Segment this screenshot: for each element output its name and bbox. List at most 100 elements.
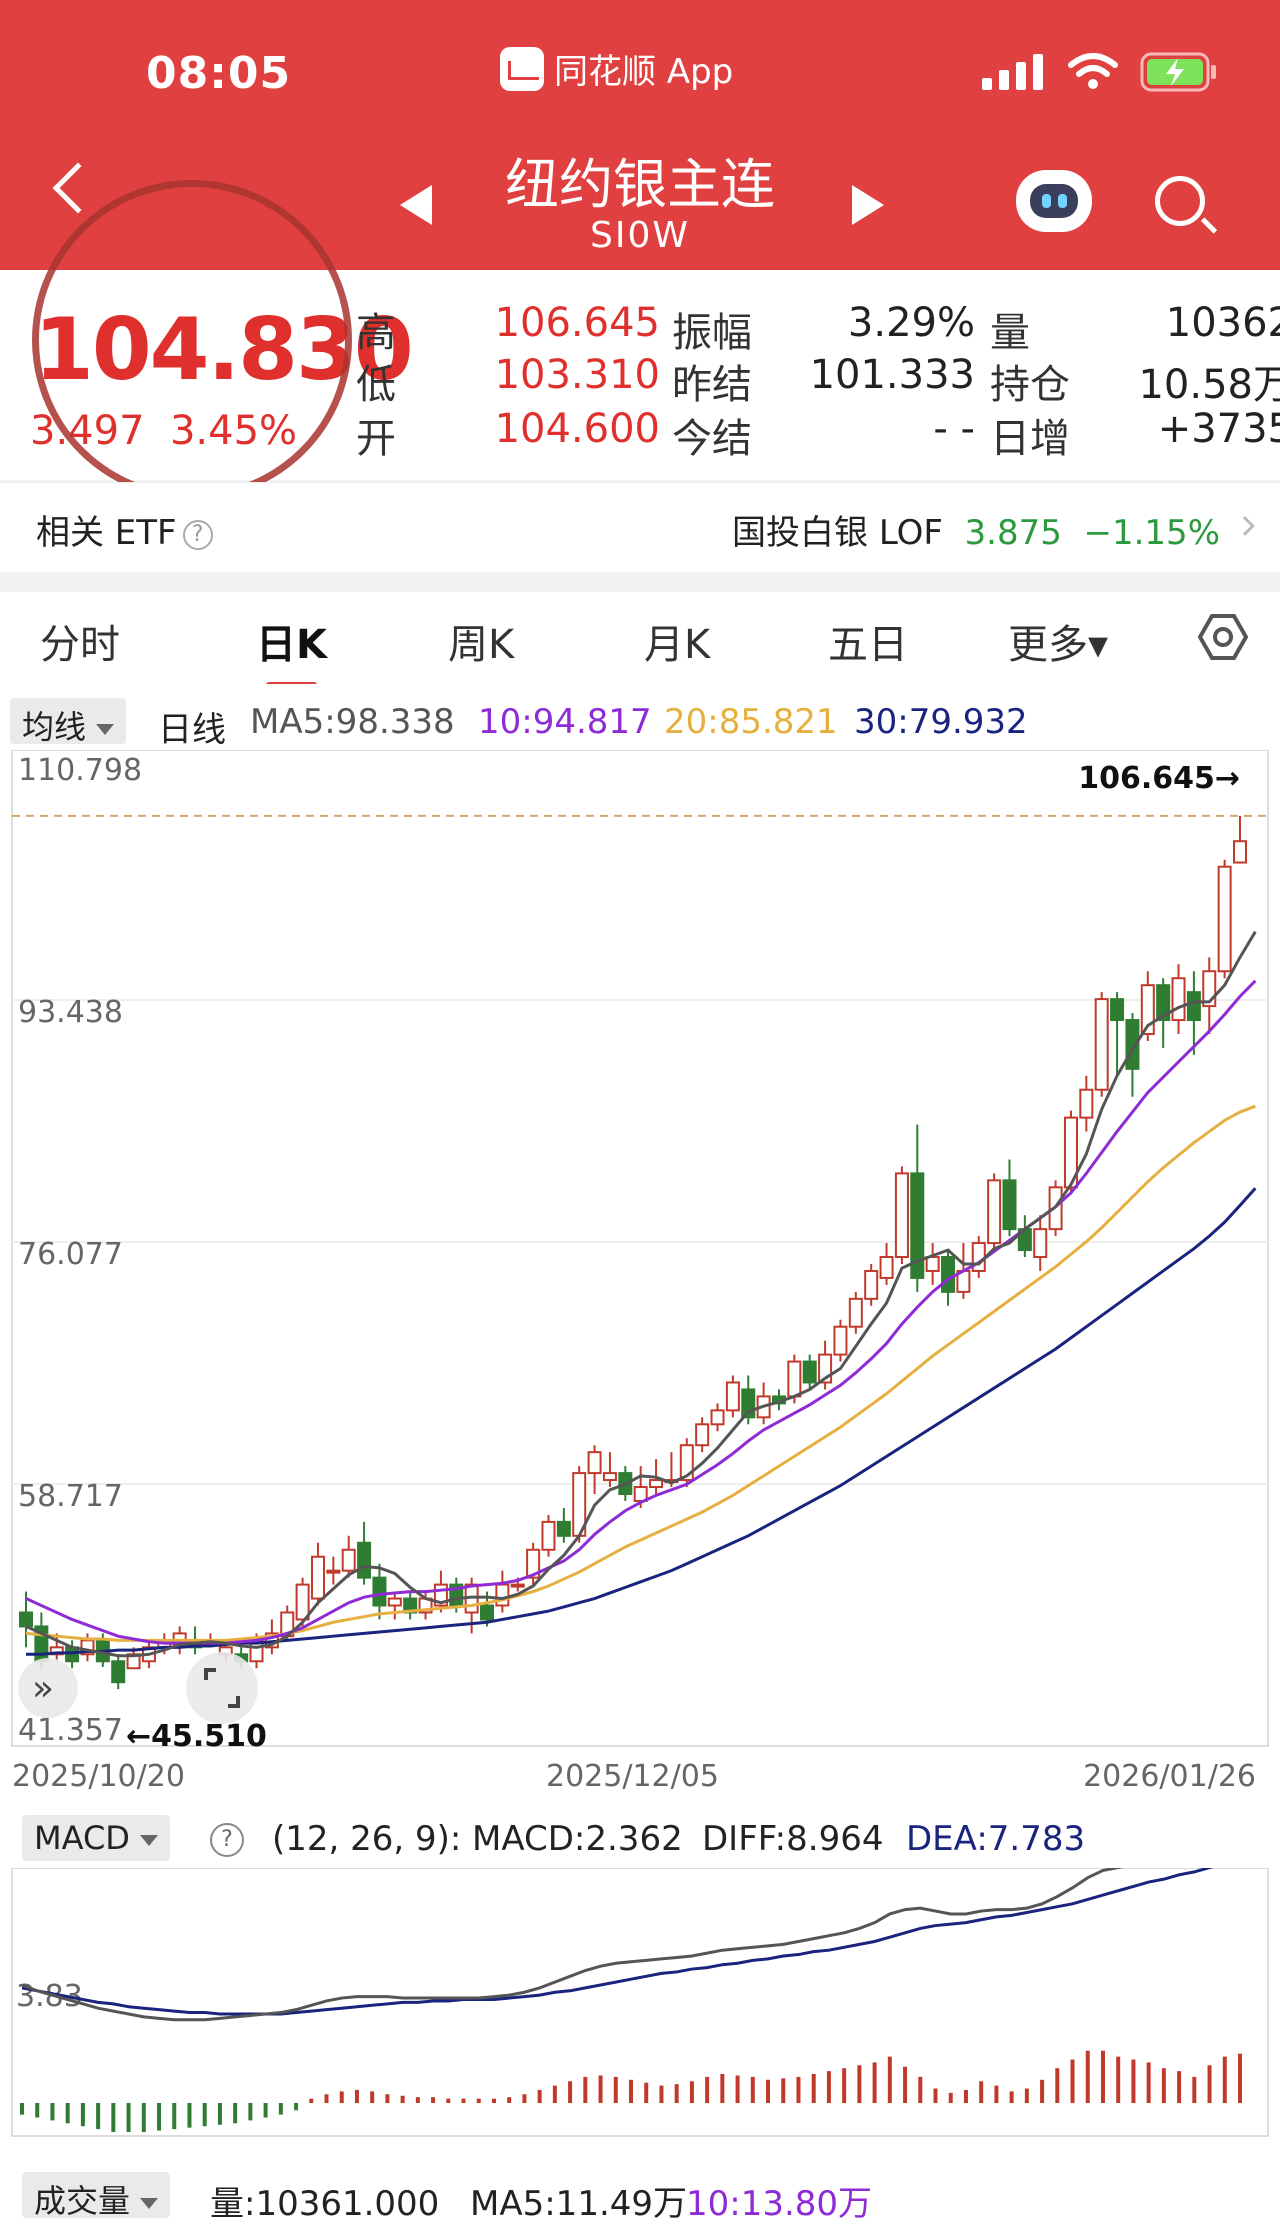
candle-body: [971, 1242, 986, 1272]
expand-left-icon: [18, 1658, 78, 1718]
quote-field-value: 104.600: [494, 406, 660, 452]
etf-name: 国投白银 LOF: [732, 513, 943, 553]
etf-label: 相关 ETF?: [36, 505, 213, 554]
quote-field-label: 今结: [672, 416, 752, 462]
period-tabs: 分时 日K 周K 月K 五日 更多▾: [0, 592, 1280, 688]
candle-body: [1079, 1088, 1094, 1119]
candle-body: [1217, 865, 1232, 973]
tab-five-day[interactable]: 五日: [828, 622, 908, 668]
help-icon[interactable]: ?: [182, 519, 213, 550]
status-app-name: 同花顺 App: [500, 44, 733, 93]
candle-body: [848, 1297, 863, 1328]
help-icon[interactable]: ?: [210, 1823, 244, 1857]
candle-body: [833, 1325, 848, 1356]
max-price-label: 106.645→: [1078, 761, 1240, 796]
y-tick-label: 93.438: [18, 995, 123, 1030]
app-name-label: 同花顺 App: [554, 52, 734, 92]
ma30-line: [26, 1187, 1257, 1656]
candle-body: [510, 1583, 525, 1588]
candle-body: [1140, 984, 1155, 1035]
tab-more[interactable]: 更多▾: [1008, 622, 1109, 668]
related-etf-row[interactable]: 相关 ETF? 国投白银 LOF 3.875 −1.15%: [0, 482, 1280, 572]
plot-frame: [11, 1868, 1269, 2137]
diff-line: [21, 1868, 1124, 2022]
y-tick-label: 58.717: [18, 1479, 123, 1514]
volume-value: 量:10361.000: [210, 2184, 440, 2224]
macd-chart[interactable]: 3.83: [0, 1868, 1280, 2148]
candle-body: [941, 1256, 956, 1293]
tab-daily-k[interactable]: 日K: [256, 612, 327, 688]
quote-field-label: 昨结: [672, 362, 752, 408]
candle-body: [526, 1548, 541, 1579]
candle-body: [987, 1179, 1002, 1245]
ma-period: 日线: [158, 710, 226, 750]
ma-legend: 均线 日线 MA5:98.338 10:94.817 20:85.821 30:…: [0, 698, 1280, 750]
annotation-circle: [32, 180, 352, 500]
fullscreen-icon: [204, 1668, 240, 1708]
quote-field-value: 3.29%: [847, 300, 975, 346]
tab-intraday[interactable]: 分时: [40, 622, 120, 668]
candle-body: [541, 1520, 556, 1551]
volume-legend: 成交量 量:10361.000 MA5:11.49万 10:13.80万: [0, 2172, 1280, 2224]
min-price-label: ←45.510: [126, 1719, 267, 1754]
quote-field-value: 101.333: [809, 352, 975, 398]
ma5-line: [25, 930, 1257, 1658]
candle-body: [1033, 1228, 1048, 1259]
candle-body: [372, 1576, 387, 1607]
ma10-line: [25, 979, 1257, 1645]
quote-field-label: 持仓: [990, 362, 1070, 408]
candlestick-chart[interactable]: 110.798 93.438 76.077 58.717 41.357 106.645→ ←…: [0, 750, 1280, 1800]
volume-ma5: MA5:11.49万: [470, 2184, 688, 2224]
chevron-right-icon: [1235, 516, 1255, 536]
chevron-down-icon: [140, 2197, 159, 2209]
macd-selector[interactable]: MACD: [22, 1815, 170, 1861]
candle-body: [787, 1360, 802, 1398]
candle-body: [879, 1256, 894, 1279]
tab-weekly-k[interactable]: 周K: [448, 622, 515, 668]
next-icon[interactable]: [852, 185, 884, 225]
ma5-value: MA5:98.338: [250, 702, 455, 742]
chevron-down-icon: [139, 1834, 158, 1846]
macd-params: (12, 26, 9):: [272, 1819, 462, 1859]
candle-body: [1171, 977, 1186, 1022]
search-icon[interactable]: [1155, 176, 1205, 226]
candle-body: [864, 1269, 879, 1300]
quote-field-value: 10362: [1165, 300, 1280, 346]
candle-body: [910, 1172, 925, 1279]
chart-area: [0, 684, 1280, 2232]
page-title: 纽约银主连: [505, 153, 775, 216]
candle-body: [649, 1479, 664, 1489]
ma20-value: 20:85.821: [664, 702, 838, 742]
ma-selector[interactable]: 均线: [10, 698, 127, 746]
candle-body: [1233, 840, 1247, 864]
etf-label-text: 相关 ETF: [36, 513, 177, 553]
etf-price: 3.875: [964, 513, 1062, 553]
candle-body: [602, 1472, 617, 1482]
candle-body: [695, 1423, 710, 1447]
chevron-down-icon: [96, 723, 115, 735]
quote-field-value: 103.310: [494, 352, 660, 398]
candle-body: [725, 1381, 740, 1412]
robot-icon[interactable]: [1016, 170, 1092, 232]
candle-body: [295, 1583, 310, 1621]
candle-body: [495, 1583, 510, 1607]
settings-icon[interactable]: [1198, 612, 1248, 662]
volume-selector[interactable]: 成交量: [22, 2172, 171, 2220]
quote-field-value: 106.645: [494, 300, 660, 346]
volume-selector-label: 成交量: [34, 2182, 131, 2220]
macd-value: MACD:2.362: [472, 1819, 683, 1859]
candle-body: [1186, 991, 1201, 1022]
candle-body: [587, 1451, 602, 1475]
ma10-value: 10:94.817: [478, 702, 652, 742]
quote-field-value: 10.58万: [1138, 362, 1280, 408]
candle-body: [894, 1172, 909, 1259]
quote-field-value: - -: [933, 406, 975, 452]
tab-monthly-k[interactable]: 月K: [644, 622, 711, 668]
dea-value: DEA:7.783: [906, 1819, 1086, 1859]
etf-change: −1.15%: [1083, 513, 1221, 553]
candle-body: [480, 1604, 495, 1621]
prev-icon[interactable]: [400, 185, 432, 225]
quote-field-label: 振幅: [672, 310, 752, 356]
ma30-value: 30:79.932: [854, 702, 1028, 742]
symbol-label: SI0W: [590, 215, 690, 256]
